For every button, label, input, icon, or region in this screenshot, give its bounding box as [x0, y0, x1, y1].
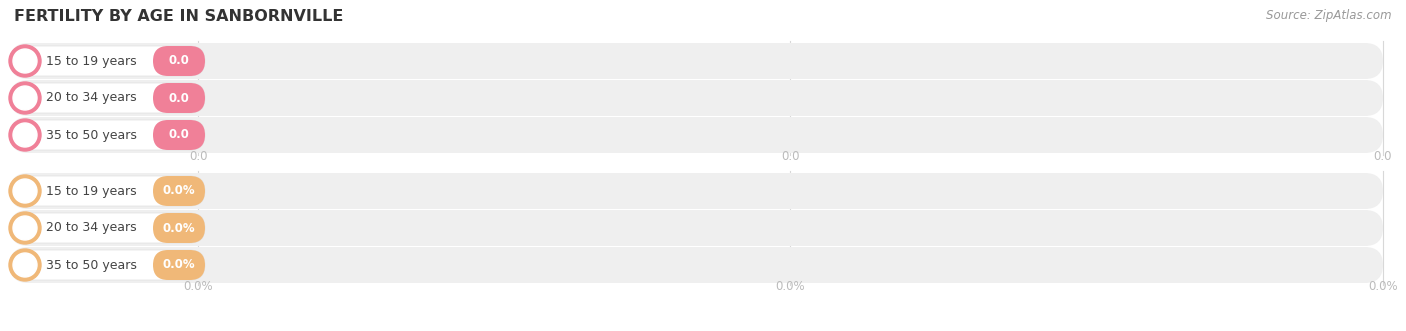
FancyBboxPatch shape [10, 213, 205, 243]
Circle shape [8, 212, 41, 244]
Circle shape [13, 179, 37, 203]
Text: 0.0%: 0.0% [163, 184, 195, 198]
FancyBboxPatch shape [10, 43, 1384, 79]
Text: 15 to 19 years: 15 to 19 years [46, 184, 136, 198]
Circle shape [13, 216, 37, 240]
Text: 0.0: 0.0 [169, 91, 190, 105]
Circle shape [13, 123, 37, 147]
Text: 20 to 34 years: 20 to 34 years [46, 221, 136, 234]
Text: 0.0: 0.0 [169, 55, 190, 68]
Text: FERTILITY BY AGE IN SANBORNVILLE: FERTILITY BY AGE IN SANBORNVILLE [14, 9, 343, 24]
FancyBboxPatch shape [10, 83, 205, 113]
Text: Source: ZipAtlas.com: Source: ZipAtlas.com [1267, 9, 1392, 22]
Circle shape [13, 86, 37, 110]
Circle shape [8, 82, 41, 114]
FancyBboxPatch shape [10, 176, 205, 206]
Circle shape [8, 45, 41, 77]
Text: 0.0%: 0.0% [1368, 279, 1398, 293]
Text: 15 to 19 years: 15 to 19 years [46, 55, 136, 68]
Text: 0.0%: 0.0% [775, 279, 804, 293]
Text: 0.0%: 0.0% [163, 221, 195, 234]
Text: 0.0: 0.0 [169, 128, 190, 141]
FancyBboxPatch shape [10, 210, 1384, 246]
FancyBboxPatch shape [153, 176, 205, 206]
FancyBboxPatch shape [10, 247, 1384, 283]
FancyBboxPatch shape [153, 120, 205, 150]
Circle shape [13, 49, 37, 73]
Text: 0.0%: 0.0% [183, 279, 212, 293]
Text: 35 to 50 years: 35 to 50 years [46, 259, 136, 271]
Text: 35 to 50 years: 35 to 50 years [46, 128, 136, 141]
Circle shape [13, 253, 37, 277]
Text: 0.0: 0.0 [188, 150, 207, 163]
FancyBboxPatch shape [10, 120, 205, 150]
FancyBboxPatch shape [10, 250, 205, 280]
Text: 0.0%: 0.0% [163, 259, 195, 271]
FancyBboxPatch shape [153, 250, 205, 280]
Text: 20 to 34 years: 20 to 34 years [46, 91, 136, 105]
Text: 0.0: 0.0 [1374, 150, 1392, 163]
Circle shape [8, 249, 41, 281]
FancyBboxPatch shape [153, 213, 205, 243]
FancyBboxPatch shape [10, 46, 205, 76]
FancyBboxPatch shape [10, 173, 1384, 209]
FancyBboxPatch shape [10, 117, 1384, 153]
Circle shape [8, 119, 41, 151]
Circle shape [8, 175, 41, 207]
FancyBboxPatch shape [153, 83, 205, 113]
Text: 0.0: 0.0 [780, 150, 799, 163]
FancyBboxPatch shape [10, 80, 1384, 116]
FancyBboxPatch shape [153, 46, 205, 76]
